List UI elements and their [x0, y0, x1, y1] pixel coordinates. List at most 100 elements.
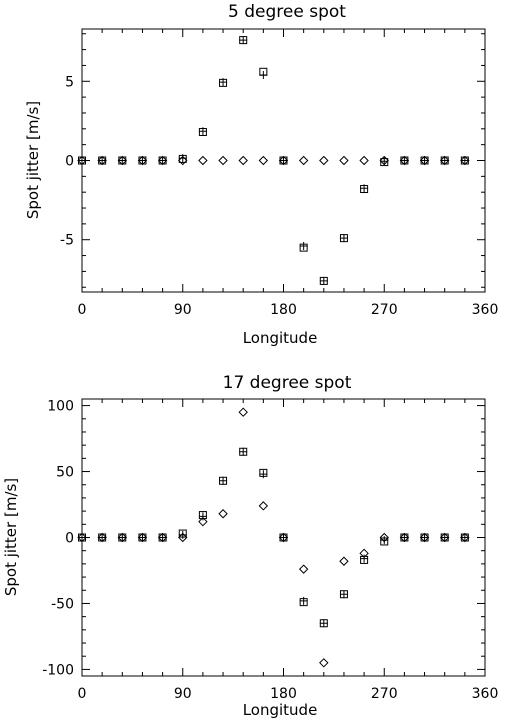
data-point-diamond [178, 532, 188, 543]
data-point-diamond [379, 155, 389, 166]
data-point-plus [299, 596, 308, 605]
data-point-diamond [359, 155, 369, 166]
data-point-diamond [319, 155, 329, 166]
chart-5-degree-spot: 5 degree spot Longitude Spot jitter [m/s… [24, 2, 498, 347]
data-point-plus [219, 78, 228, 87]
data-point-diamond [399, 155, 410, 166]
data-point-diamond [298, 564, 309, 574]
data-point-diamond [238, 155, 248, 166]
data-point-plus [360, 184, 369, 193]
data-point-diamond [157, 155, 168, 166]
x-tick-label: 270 [371, 686, 398, 702]
data-point-plus [440, 156, 449, 165]
data-point-plus [299, 242, 308, 251]
data-point-plus [239, 447, 248, 456]
data-point-plus [460, 156, 469, 165]
x-axis-label: Longitude [243, 329, 318, 347]
x-tick-label: 90 [174, 686, 192, 702]
data-point-plus [158, 156, 167, 165]
data-point-diamond [399, 532, 410, 543]
data-point-diamond [117, 532, 128, 543]
data-point-diamond [319, 658, 329, 668]
data-point-plus [198, 512, 207, 521]
data-point-plus [339, 234, 348, 243]
y-axis-label: Spot jitter [m/s] [24, 101, 42, 219]
data-point-plus [420, 533, 429, 542]
x-tick-label: 0 [78, 302, 87, 318]
data-point-diamond [77, 532, 87, 543]
data-point-diamond [77, 155, 87, 166]
data-point-plus [279, 156, 288, 165]
data-point-diamond [419, 532, 430, 543]
data-point-plus [118, 533, 127, 542]
data-points [77, 407, 470, 668]
x-tick-label: 0 [78, 686, 87, 702]
data-point-plus [279, 533, 288, 542]
data-point-diamond [218, 155, 228, 166]
data-point-diamond [339, 155, 349, 166]
data-point-diamond [258, 501, 269, 511]
data-point-diamond [117, 155, 128, 166]
data-point-plus [400, 156, 409, 165]
data-point-plus [259, 470, 268, 479]
data-point-plus [360, 554, 369, 563]
data-point-diamond [278, 532, 289, 543]
data-point-plus [219, 476, 228, 485]
data-point-diamond [419, 155, 430, 166]
x-tick-label: 180 [270, 302, 297, 318]
data-point-diamond [339, 556, 349, 566]
data-point-plus [98, 533, 107, 542]
data-point-diamond [218, 509, 228, 519]
data-point-plus [420, 156, 429, 165]
axis-ticks: 0 90 180 270 360 -5 0 5 [60, 29, 498, 318]
y-tick-label: 0 [65, 531, 74, 547]
x-tick-label: 360 [472, 302, 499, 318]
x-tick-label: 360 [472, 686, 499, 702]
data-point-diamond [460, 532, 470, 543]
y-tick-label: 100 [47, 399, 74, 415]
data-point-plus [339, 590, 348, 599]
data-point-diamond [278, 155, 289, 166]
data-point-diamond [97, 532, 107, 543]
data-point-plus [259, 70, 268, 79]
data-point-diamond [439, 532, 450, 543]
data-point-plus [158, 533, 167, 542]
data-point-diamond [379, 532, 389, 543]
y-tick-label: -100 [42, 662, 74, 678]
x-tick-label: 180 [270, 686, 297, 702]
data-point-diamond [198, 155, 208, 166]
data-point-plus [178, 530, 187, 539]
data-points [77, 36, 470, 285]
x-tick-label: 270 [371, 302, 398, 318]
data-point-diamond [439, 155, 450, 166]
data-point-diamond [258, 155, 269, 166]
data-point-diamond [460, 155, 470, 166]
data-point-plus [138, 533, 147, 542]
data-point-diamond [178, 155, 188, 166]
data-point-plus [78, 533, 86, 542]
x-tick-label: 90 [174, 302, 192, 318]
y-tick-label: 50 [56, 465, 74, 481]
chart-17-degree-spot: 17 degree spot Longitude Spot jitter [m/… [2, 373, 498, 719]
data-point-plus [319, 619, 328, 628]
y-tick-label: -50 [51, 596, 74, 612]
data-point-plus [440, 533, 449, 542]
y-tick-label: -5 [60, 233, 74, 249]
data-point-plus [239, 36, 248, 45]
axis-ticks: 0 90 180 270 360 -100 -50 0 50 100 [42, 399, 498, 702]
data-point-plus [78, 156, 86, 165]
data-point-plus [400, 533, 409, 542]
data-point-diamond [137, 155, 148, 166]
data-point-plus [178, 154, 187, 163]
chart-title: 17 degree spot [223, 373, 352, 393]
data-point-diamond [137, 532, 148, 543]
chart-title: 5 degree spot [228, 2, 346, 22]
data-point-plus [118, 156, 127, 165]
y-axis-label: Spot jitter [m/s] [2, 478, 20, 596]
data-point-diamond [198, 516, 208, 527]
data-point-diamond [157, 532, 168, 543]
data-point-plus [380, 536, 389, 545]
data-point-plus [198, 127, 207, 136]
data-point-plus [138, 156, 147, 165]
